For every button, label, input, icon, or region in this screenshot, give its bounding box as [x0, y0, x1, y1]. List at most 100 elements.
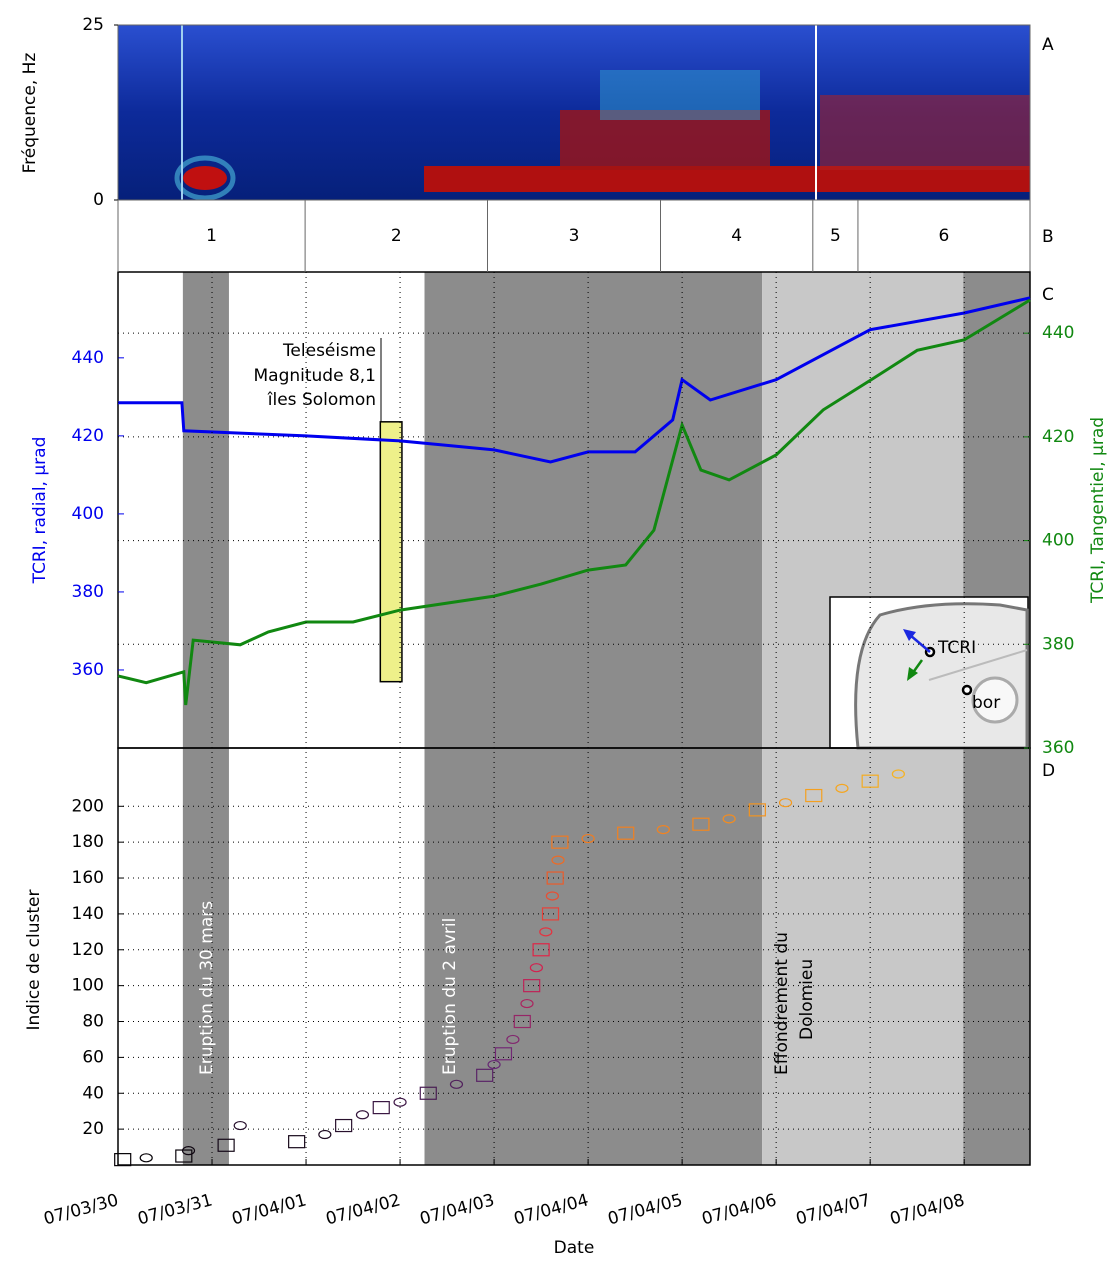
- y-tick-label: 120: [72, 940, 104, 960]
- phase-label: 2: [391, 226, 402, 246]
- point: [541, 907, 560, 921]
- y-axis-label: Fréquence, Hz: [20, 53, 40, 174]
- y-tick-label: 440: [72, 348, 104, 368]
- point: [891, 769, 905, 779]
- x-tick-label: 07/03/31: [136, 1190, 215, 1229]
- y-tick-label: 360: [72, 660, 104, 680]
- y-tick-label: 140: [72, 904, 104, 924]
- point: [581, 833, 595, 844]
- y-tick-label: 380: [72, 582, 104, 602]
- phase-label: 5: [830, 226, 841, 246]
- annotation: Magnitude 8,1: [253, 366, 376, 386]
- point: [355, 1110, 370, 1120]
- phase-label: 4: [731, 226, 742, 246]
- point: [506, 1034, 520, 1045]
- point: [532, 943, 550, 957]
- point: [175, 1149, 193, 1163]
- point: [217, 1138, 235, 1152]
- series-line: [118, 296, 1031, 464]
- y-axis-label: Indice de cluster: [24, 890, 44, 1031]
- point: [449, 1079, 464, 1089]
- x-tick-label: 07/04/07: [794, 1190, 873, 1229]
- highlight-box: [379, 421, 403, 683]
- point: [529, 963, 543, 973]
- panel-letter: D: [1042, 761, 1055, 781]
- annotation: îles Solomon: [267, 390, 376, 410]
- point: [288, 1135, 306, 1149]
- inset-map: TCRI bor: [829, 596, 1029, 750]
- y-tick-label: 60: [82, 1047, 104, 1067]
- point: [656, 825, 670, 835]
- phase-label: 6: [939, 226, 950, 246]
- y2-tick-label: 420: [1042, 427, 1074, 447]
- y-tick-label: 25: [82, 15, 104, 35]
- point: [513, 1014, 531, 1029]
- point: [551, 855, 565, 865]
- x-tick-label: 07/04/02: [324, 1190, 403, 1229]
- inset-label: TCRI: [937, 638, 976, 658]
- point: [520, 998, 534, 1009]
- point: [393, 1097, 407, 1107]
- y-tick-label: 160: [72, 868, 104, 888]
- point: [861, 774, 879, 788]
- x-tick-label: 07/04/01: [230, 1190, 309, 1229]
- y-tick-label: 40: [82, 1083, 104, 1103]
- x-tick-label: 07/04/04: [512, 1190, 591, 1229]
- x-tick-label: 07/04/08: [888, 1190, 967, 1229]
- point: [372, 1101, 390, 1115]
- x-tick-label: 07/04/05: [606, 1190, 685, 1229]
- point: [546, 871, 564, 885]
- point: [617, 826, 635, 840]
- y-tick-label: 400: [72, 504, 104, 524]
- point: [778, 798, 793, 808]
- point: [551, 835, 569, 849]
- annotation: Eruption du 30 mars: [197, 901, 217, 1075]
- y2-tick-label: 360: [1042, 738, 1074, 758]
- point: [335, 1118, 353, 1133]
- point: [233, 1120, 247, 1131]
- y-tick-label: 100: [72, 976, 104, 996]
- y-tick-label: 0: [93, 190, 104, 210]
- point: [494, 1047, 513, 1061]
- period-band: [182, 272, 229, 1165]
- point: [539, 927, 553, 937]
- x-tick-label: 07/03/30: [42, 1190, 121, 1229]
- point: [692, 817, 710, 831]
- point: [139, 1153, 153, 1163]
- inset-label: bor: [972, 693, 1000, 713]
- point: [487, 1059, 501, 1070]
- y-tick-label: 20: [82, 1119, 104, 1139]
- point: [523, 979, 541, 993]
- point: [805, 788, 823, 803]
- y-tick-label: 80: [82, 1012, 104, 1032]
- point: [545, 891, 559, 901]
- panel-letter: C: [1042, 285, 1054, 305]
- annotation: Dolomieu: [797, 959, 817, 1040]
- panel-letter: A: [1042, 35, 1054, 55]
- y2-tick-label: 440: [1042, 323, 1074, 343]
- y-axis-label: TCRI, radial, µrad: [30, 437, 50, 585]
- point: [476, 1068, 494, 1082]
- x-axis-label: Date: [554, 1238, 595, 1258]
- y-tick-label: 180: [72, 832, 104, 852]
- annotation: Teleséisme: [282, 341, 376, 361]
- point: [181, 1146, 196, 1156]
- y2-axis-label: TCRI, Tangentiel, µrad: [1088, 417, 1108, 604]
- x-tick-label: 07/04/03: [418, 1190, 497, 1229]
- spectrogram: [118, 25, 1030, 201]
- series-line: [117, 298, 1031, 706]
- point: [419, 1086, 437, 1100]
- y2-tick-label: 380: [1042, 634, 1074, 654]
- point: [748, 803, 766, 817]
- annotation: Effondrement du: [772, 932, 792, 1075]
- point: [318, 1129, 332, 1140]
- point: [835, 783, 849, 793]
- y-tick-label: 420: [72, 426, 104, 446]
- phase-label: 3: [569, 226, 580, 246]
- y2-tick-label: 400: [1042, 531, 1074, 551]
- phase-label: 1: [206, 226, 217, 246]
- x-tick-label: 07/04/06: [700, 1190, 779, 1229]
- point: [722, 814, 736, 824]
